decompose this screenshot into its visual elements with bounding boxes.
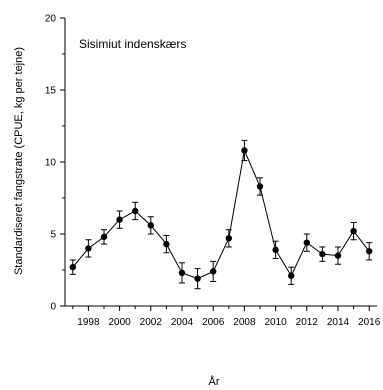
data-point [147, 222, 154, 229]
x-tick-label: 2000 [108, 317, 131, 328]
data-point [194, 275, 201, 282]
x-tick-label: 2010 [264, 317, 287, 328]
x-tick-label: 1998 [77, 317, 100, 328]
data-point [350, 227, 357, 235]
x-axis-label: År [209, 375, 220, 388]
x-tick-label: 2004 [171, 317, 194, 328]
data-point [272, 246, 279, 254]
x-tick-label: 2012 [296, 317, 319, 328]
x-tick-label: 2014 [327, 317, 350, 328]
data-point [163, 240, 170, 248]
data-point [225, 235, 232, 242]
y-tick-label: 5 [50, 230, 56, 241]
y-tick-label: 0 [50, 302, 56, 313]
y-tick-label: 15 [45, 86, 57, 97]
data-point [303, 239, 310, 246]
data-point [178, 269, 186, 277]
x-tick-label: 2008 [233, 317, 256, 328]
y-axis-label: Standardiseret fangstrate (CPUE, kg per … [13, 47, 25, 275]
axes: 0 5 10 15 20 1998 2000 2002 2004 2006 2008 2010 2012… [45, 14, 381, 329]
y-tick-label: 20 [45, 14, 57, 25]
data-point [334, 252, 342, 259]
data-point [210, 268, 217, 275]
data-point [256, 183, 264, 190]
data-point [100, 233, 108, 241]
data-point [132, 207, 139, 215]
data-point [319, 250, 326, 258]
data-point [288, 272, 295, 279]
y-tick-label: 10 [45, 158, 57, 169]
data-point [116, 216, 123, 223]
data-marks [69, 139, 373, 290]
data-point [366, 248, 373, 255]
x-tick-label: 2006 [202, 317, 225, 328]
data-point [85, 245, 92, 252]
series-line [72, 148, 370, 280]
x-tick-label: 2002 [140, 317, 163, 328]
x-tick-label: 2016 [358, 317, 381, 328]
data-point [69, 263, 77, 271]
chart-annotation: Sisimiut indenskærs [79, 37, 186, 51]
data-point [241, 147, 248, 154]
